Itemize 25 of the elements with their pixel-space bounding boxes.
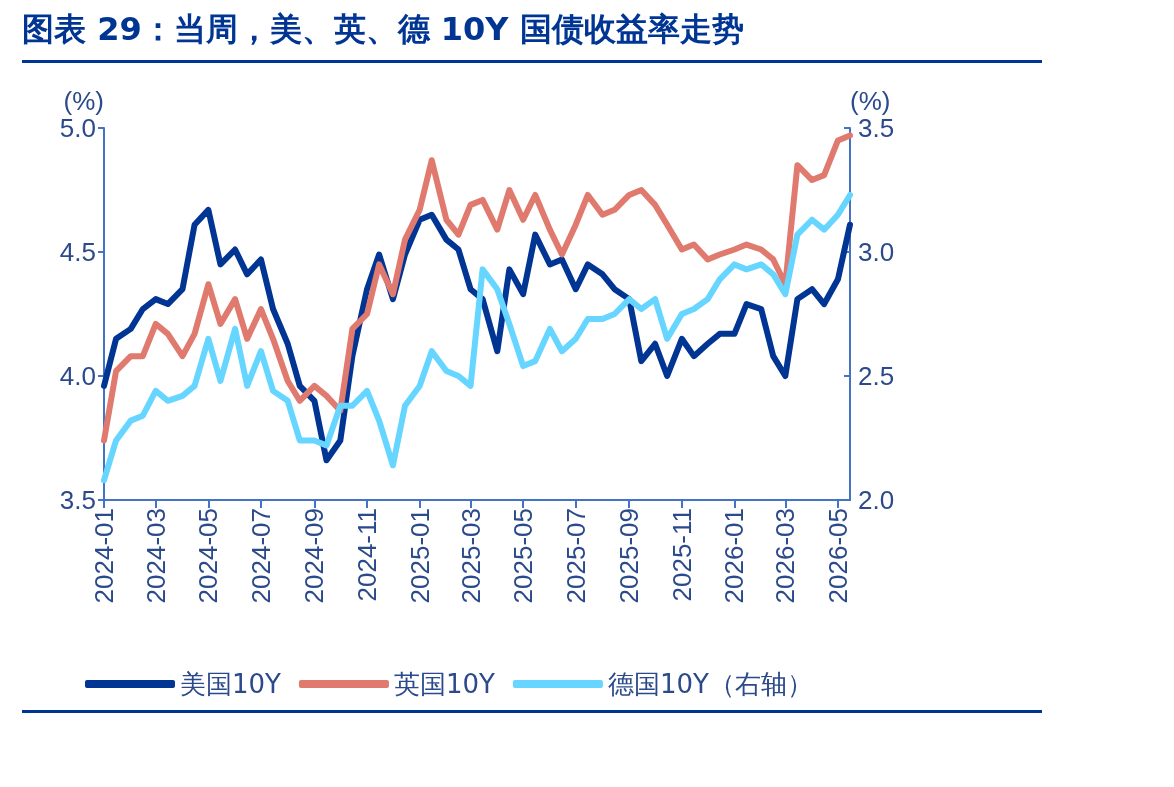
legend-label: 美国10Y xyxy=(180,669,282,699)
x-tick-label: 2025-09 xyxy=(614,508,645,604)
y2-tick-label: 2.5 xyxy=(858,361,895,391)
x-tick-label: 2024-09 xyxy=(299,508,330,604)
x-tick-label: 2025-01 xyxy=(404,508,435,604)
x-tick-label: 2025-07 xyxy=(560,508,591,604)
y-axis-title: (%) xyxy=(63,86,104,116)
y-tick-label: 4.5 xyxy=(59,237,96,267)
legend-label: 英国10Y xyxy=(393,669,496,699)
x-tick-label: 2026-05 xyxy=(822,508,853,604)
legend-label: 德国10Y（右轴） xyxy=(607,669,813,699)
x-tick-label: 2024-07 xyxy=(245,508,276,604)
chart-title: 图表 29：当周，美、英、德 10Y 国债收益率走势 xyxy=(22,8,1042,63)
x-tick-label: 2024-03 xyxy=(140,508,171,604)
x-tick-label: 2026-01 xyxy=(719,508,750,604)
y2-tick-label: 3.0 xyxy=(858,237,895,267)
y2-tick-label: 2.0 xyxy=(858,485,895,515)
x-tick-label: 2025-03 xyxy=(455,508,486,604)
x-tick-label: 2025-11 xyxy=(666,508,697,602)
x-tick-label: 2026-03 xyxy=(770,508,801,604)
x-tick-label: 2024-05 xyxy=(193,508,224,604)
x-tick-label: 2025-05 xyxy=(508,508,539,604)
x-tick-label: 2024-11 xyxy=(352,508,383,602)
y2-axis-title: (%) xyxy=(850,86,891,116)
y-tick-label: 4.0 xyxy=(59,361,96,391)
